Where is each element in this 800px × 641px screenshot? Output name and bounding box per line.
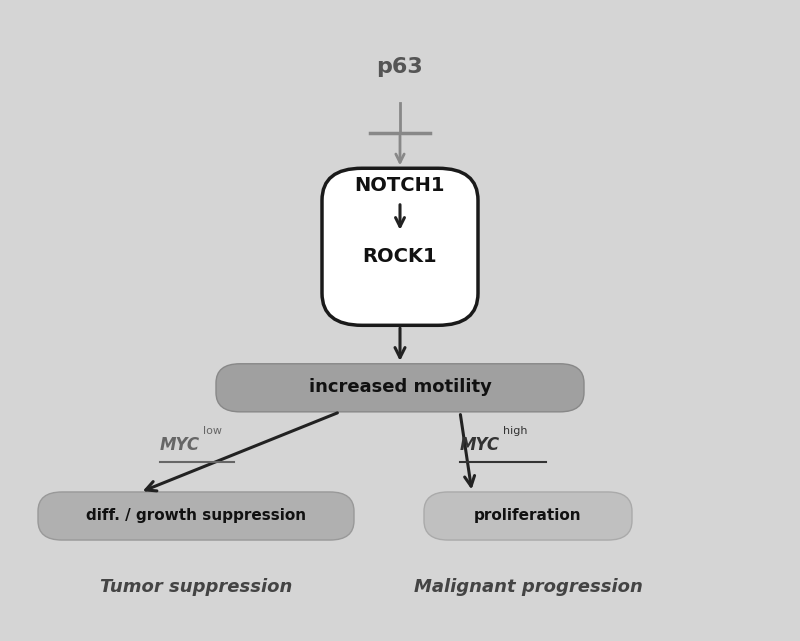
- Text: low: low: [203, 426, 222, 437]
- Text: Tumor suppression: Tumor suppression: [100, 578, 292, 595]
- Text: MYC: MYC: [460, 437, 500, 454]
- FancyBboxPatch shape: [424, 492, 632, 540]
- Text: diff. / growth suppression: diff. / growth suppression: [86, 508, 306, 523]
- FancyBboxPatch shape: [216, 363, 584, 412]
- FancyBboxPatch shape: [322, 168, 478, 326]
- Text: increased motility: increased motility: [309, 378, 491, 396]
- Text: high: high: [503, 426, 528, 437]
- Text: MYC: MYC: [160, 437, 200, 454]
- FancyBboxPatch shape: [38, 492, 354, 540]
- Text: p63: p63: [377, 57, 423, 78]
- Text: ROCK1: ROCK1: [362, 247, 438, 266]
- Text: NOTCH1: NOTCH1: [354, 176, 446, 196]
- Text: Malignant progression: Malignant progression: [414, 578, 642, 595]
- Text: proliferation: proliferation: [474, 508, 582, 523]
